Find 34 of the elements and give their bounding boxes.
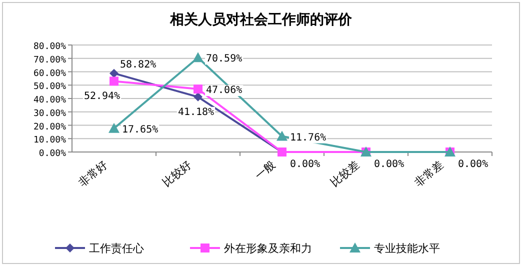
legend-label: 工作责任心 [89, 242, 144, 255]
point [192, 52, 204, 62]
x-tick-label: 非常差 [412, 158, 446, 190]
y-tick-label: 60.00% [33, 68, 67, 79]
point [276, 130, 288, 141]
legend-label: 外在形象及亲和力 [224, 242, 312, 255]
point [110, 68, 118, 78]
x-tick-label: 比较好 [160, 158, 194, 190]
x-tick-label: 非常好 [76, 158, 110, 190]
y-tick-label: 0.00% [38, 149, 67, 159]
x-tick-label: 比较差 [328, 158, 362, 190]
y-tick-label: 70.00% [33, 55, 67, 66]
data-label: 11.76% [290, 132, 326, 144]
y-tick-label: 10.00% [33, 136, 67, 146]
point [194, 84, 202, 94]
y-tick-label: 50.00% [33, 82, 67, 92]
data-label: 58.82% [120, 59, 156, 70]
point [108, 122, 120, 133]
data-label: 47.06% [206, 85, 242, 96]
data-label: 70.59% [206, 54, 242, 65]
data-label: 0.00% [458, 159, 488, 170]
data-label: 52.94% [84, 91, 120, 102]
y-tick-label: 20.00% [33, 122, 67, 132]
legend-label: 专业技能水平 [374, 242, 440, 255]
y-tick-label: 80.00% [33, 42, 67, 52]
data-label: 41.18% [178, 106, 214, 118]
data-label: 0.00% [374, 159, 404, 170]
y-tick-label: 40.00% [33, 96, 67, 106]
point [110, 76, 118, 86]
data-label: 0.00% [290, 159, 320, 170]
x-tick-label: 一般 [252, 158, 278, 182]
data-label: 17.65% [122, 124, 158, 136]
y-tick-label: 30.00% [33, 108, 67, 119]
chart-title: 相关人员对社会工作师的评价 [169, 11, 353, 28]
